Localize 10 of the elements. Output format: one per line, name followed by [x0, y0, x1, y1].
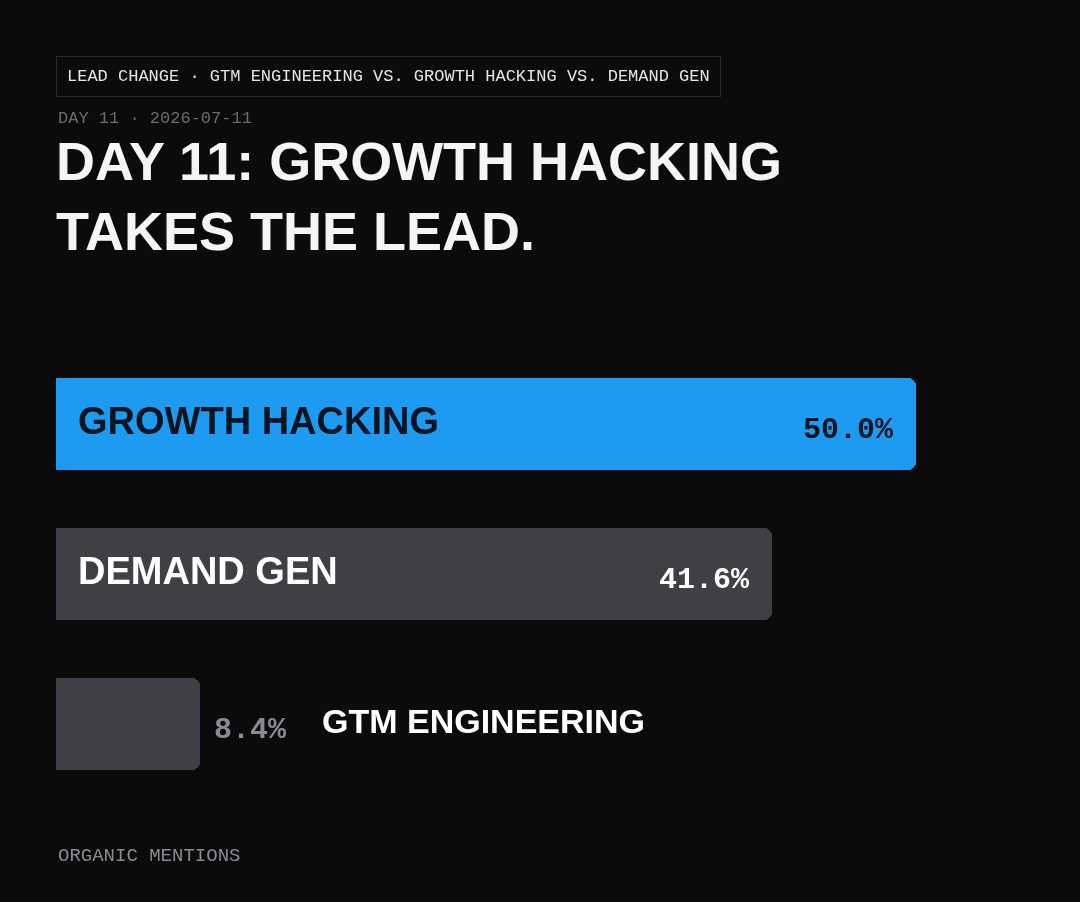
y-tick-label: DEMAND GEN: [78, 550, 338, 592]
chart-title: DAY 11: GROWTH HACKING TAKES THE LEAD.: [56, 131, 783, 262]
text: LEAD CHANGE · GTM ENGINEERING VS. GROWTH HACKING VS. DEMAND GEN: [67, 67, 710, 86]
data-label: 50.0%: [803, 413, 895, 447]
data-label: 41.6%: [659, 563, 751, 597]
y-tick-label: GROWTH HACKING: [78, 400, 439, 442]
data-label: 8.4%: [214, 713, 288, 747]
y-tick-label: GTM ENGINEERING: [322, 702, 646, 740]
chart-subtitle: DAY 11 · 2026-07-11: [58, 109, 252, 128]
text: ORGANIC MENTIONS: [58, 845, 241, 867]
